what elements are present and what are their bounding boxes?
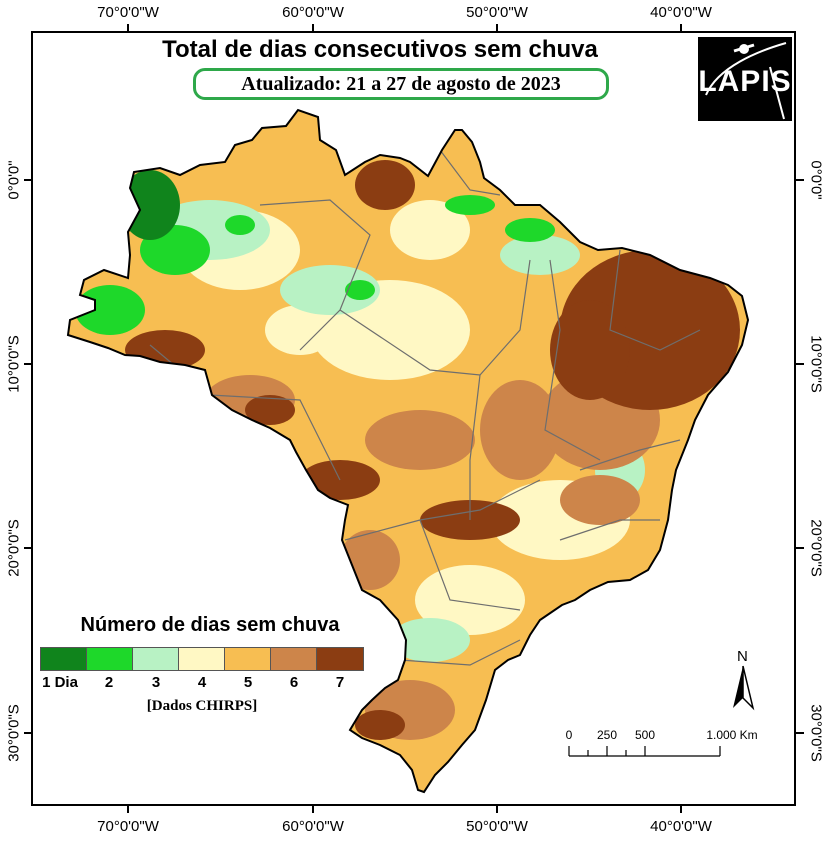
longitude-label-bottom-70w: 70°0'0"W (97, 818, 159, 835)
map-title: Total de dias consecutivos sem chuva (162, 36, 598, 63)
legend-label-3: 3 (151, 674, 161, 691)
longitude-label-top-60w: 60°0'0"W (282, 4, 344, 21)
frame-tick (24, 363, 32, 365)
frame-tick (496, 805, 498, 813)
legend-swatch-2 (87, 648, 133, 670)
frame-tick (127, 24, 129, 32)
frame-tick (312, 805, 314, 813)
frame-tick (796, 179, 804, 181)
longitude-label-bottom-40w: 40°0'0"W (650, 818, 712, 835)
frame-tick (312, 24, 314, 32)
scale-label-0: 0 (565, 728, 573, 742)
longitude-label-top-50w: 50°0'0"W (466, 4, 528, 21)
legend-color-bar (40, 647, 364, 671)
legend-swatch-7 (317, 648, 363, 670)
north-arrow-icon (733, 665, 755, 711)
update-date-banner: Atualizado: 21 a 27 de agosto de 2023 (193, 68, 609, 100)
legend-label-4: 4 (197, 674, 207, 691)
legend-swatch-1 (41, 648, 87, 670)
frame-tick (796, 363, 804, 365)
frame-tick (24, 732, 32, 734)
legend-label-2: 2 (104, 674, 114, 691)
frame-tick (796, 732, 804, 734)
logo-text: LAPIS (698, 65, 792, 98)
legend-swatch-6 (271, 648, 317, 670)
frame-tick (127, 805, 129, 813)
legend-label-5: 5 (243, 674, 253, 691)
frame-tick (680, 805, 682, 813)
frame-tick (24, 179, 32, 181)
legend-label-7: 7 (335, 674, 345, 691)
longitude-label-bottom-50w: 50°0'0"W (466, 818, 528, 835)
lapis-logo: LAPIS (698, 37, 792, 121)
frame-tick (496, 24, 498, 32)
legend-label-1: 1 Dia (42, 674, 78, 691)
scale-label-500: 500 (634, 728, 656, 742)
scale-bar (568, 746, 721, 757)
frame-tick (796, 547, 804, 549)
scale-label-250: 250 (596, 728, 618, 742)
frame-tick (24, 547, 32, 549)
longitude-label-top-70w: 70°0'0"W (97, 4, 159, 21)
data-source-note: [Dados CHIRPS] (146, 698, 258, 714)
frame-tick (680, 24, 682, 32)
legend-swatch-4 (179, 648, 225, 670)
legend-swatch-5 (225, 648, 271, 670)
longitude-label-top-40w: 40°0'0"W (650, 4, 712, 21)
longitude-label-bottom-60w: 60°0'0"W (282, 818, 344, 835)
legend-title: Número de dias sem chuva (80, 614, 340, 636)
legend-swatch-3 (133, 648, 179, 670)
scale-label-1000: 1.000 Km (706, 728, 758, 742)
legend-label-6: 6 (289, 674, 299, 691)
north-label: N (737, 648, 748, 665)
